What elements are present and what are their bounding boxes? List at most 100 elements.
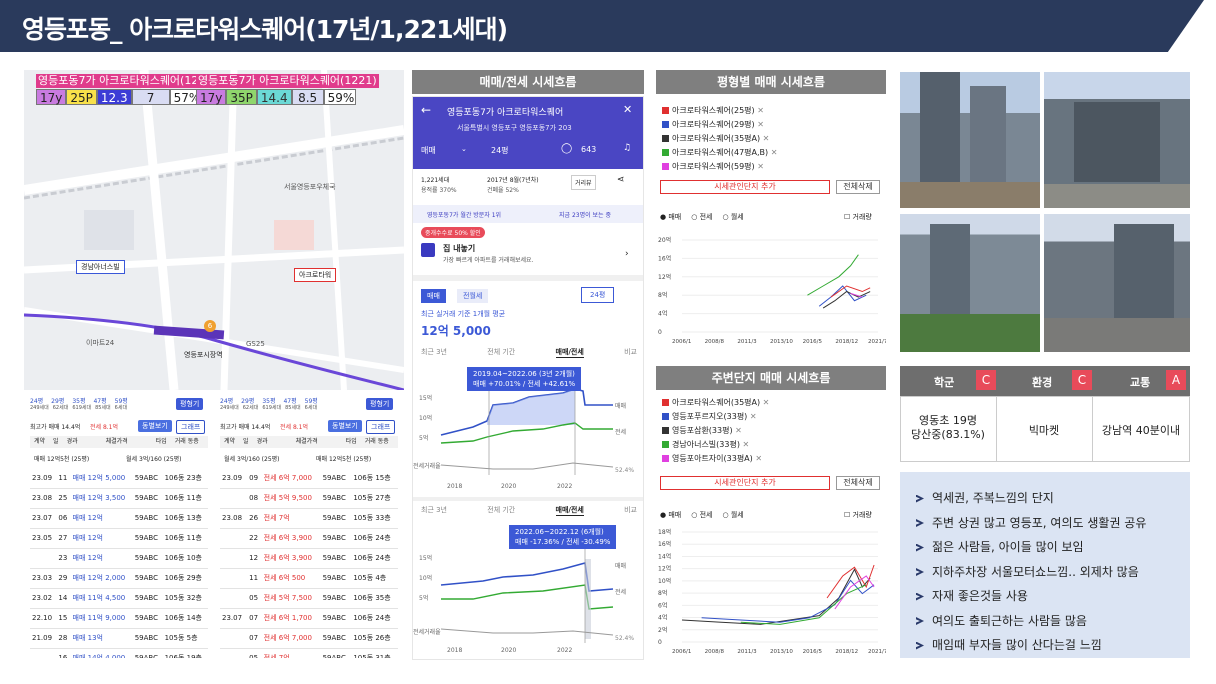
trade-table-left: 24평 29평 35평 47평 59평 249세대 62세대 619세대 85세대 6세대 평형… [30, 396, 208, 658]
table-row[interactable]: 05 전세 7억 59ABC 105동 31층 [220, 648, 398, 658]
table-row[interactable]: 08 전세 5억 9,500 59ABC 105동 27층 [220, 488, 398, 509]
table-row[interactable]: 23.09 09 전세 6억 7,000 59ABC 106동 15층 [220, 468, 398, 489]
remove-icon[interactable]: ✕ [754, 162, 764, 171]
table-row[interactable]: 23.05 27 매매 12억 59ABC 106동 11층 [30, 528, 208, 549]
legend-item[interactable]: 영등포푸르지오(33평) ✕ [662, 410, 769, 424]
by-dong-chip-right[interactable]: 동별보기 [328, 420, 362, 432]
table-row[interactable]: 22 전세 6억 3,900 59ABC 106동 24층 [220, 528, 398, 549]
app-panel: ← 영등포동7가 아크로타워스퀘어 ✕ 서울특별시 영등포구 영등포동7가 20… [412, 96, 644, 660]
map-view[interactable]: 경남아너스빌 아크로타워 영등포시장역 이마트24 GS25 서울영등포우체국 … [24, 70, 404, 390]
y-tick-label: 2억 [658, 626, 667, 634]
table-row[interactable]: 23.07 07 전세 6억 1,700 59ABC 106동 24층 [220, 608, 398, 629]
bullet-arrow-icon [916, 641, 924, 650]
legend-swatch [662, 121, 669, 128]
remove-icon[interactable]: ✕ [752, 454, 763, 463]
x-tick-label: 2013/10 [770, 649, 793, 655]
comment-icon[interactable]: ◯ [561, 143, 573, 154]
by-dong-chip[interactable]: 동별보기 [138, 420, 172, 432]
legend-item[interactable]: 아크로타워스퀘어(25평) ✕ [662, 104, 777, 118]
series-line [818, 285, 867, 307]
size-tabs-left[interactable]: 24평 29평 35평 47평 59평 [30, 398, 128, 405]
x-tick-label: 2018/12 [835, 339, 858, 345]
legend-item[interactable]: 아크로타워스퀘어(35평A) ✕ [662, 396, 769, 410]
table-row[interactable]: 21.09 28 매매 13억 59ABC 105동 5층 [30, 628, 208, 649]
x-tick-label: 2016/5 [803, 339, 823, 345]
map-label-right: 영등포동7가 아크로타워스퀘어(1221) [196, 74, 379, 88]
legend-item[interactable]: 아크로타워스퀘어(29평) ✕ [662, 118, 777, 132]
legend-item[interactable]: 경남아너스빌(33평) ✕ [662, 438, 769, 452]
table-row[interactable]: 23.03 29 매매 12억 2,000 59ABC 106동 29층 [30, 568, 208, 589]
graph-chip[interactable]: 그래프 [176, 420, 206, 434]
remove-icon[interactable]: ✕ [754, 120, 764, 129]
volume-checkbox[interactable]: ☐ 거래량 [844, 213, 872, 221]
clear-all-button[interactable]: 전체삭제 [836, 180, 880, 194]
graph-chip-right[interactable]: 그래프 [366, 420, 396, 434]
chevron-down-icon: ⌄ [461, 145, 467, 153]
table-row[interactable]: 23 매매 12억 59ABC 106동 10층 [30, 548, 208, 569]
legend-item[interactable]: 아크로타워스퀘어(47평A,B) ✕ [662, 146, 777, 160]
table-row[interactable]: 23.08 26 전세 7억 59ABC 105동 33층 [220, 508, 398, 529]
remove-icon[interactable]: ✕ [739, 440, 750, 449]
trend-chart-1 [440, 375, 614, 475]
map-pin-icon[interactable]: 6 [204, 320, 216, 332]
volume-checkbox-2[interactable]: ☐ 거래량 [844, 511, 872, 519]
y-tick-label: 16억 [658, 540, 671, 548]
pill-rent[interactable]: 전월세 [457, 289, 489, 303]
back-icon[interactable]: ← [421, 103, 432, 117]
filter-button-right[interactable]: 평형기 [366, 398, 394, 410]
legend-item[interactable]: 영등포삼환(33평) ✕ [662, 424, 769, 438]
bullet-arrow-icon [916, 592, 924, 601]
x-tick-label: 2008/8 [705, 339, 725, 345]
tooltip-1: 2019.04~2022.06 (3년 2개월) 매매 +70.01% / 전세 … [467, 367, 582, 391]
table-row[interactable]: 05 전세 5억 7,500 59ABC 106동 35층 [220, 588, 398, 609]
size-dropdown[interactable]: 24평 [491, 146, 509, 155]
table-row[interactable]: 23.09 11 매매 12억 5,000 59ABC 106동 23층 [30, 468, 208, 489]
chart-tabs-2[interactable]: 최근 3년 전체 기간 매매/전세 비교 [421, 506, 637, 516]
chevron-right-icon[interactable]: › [625, 249, 629, 259]
table-row[interactable]: 12 전세 6억 3,900 59ABC 106동 24층 [220, 548, 398, 569]
share-icon[interactable]: ⋖ [617, 175, 625, 185]
remove-icon[interactable]: ✕ [768, 148, 778, 157]
bullet-arrow-icon [916, 617, 924, 625]
size-tabs-right[interactable]: 24평 29평 35평 47평 59평 [220, 398, 318, 405]
map-tag-acro[interactable]: 아크로타워 [294, 268, 337, 282]
table-row[interactable]: 23.02 14 매매 11억 4,500 59ABC 105동 32층 [30, 588, 208, 609]
street-view-button[interactable]: 거리뷰 [571, 175, 596, 190]
legend-item[interactable]: 아크로타워스퀘어(35평A) ✕ [662, 132, 777, 146]
remove-icon[interactable]: ✕ [747, 412, 757, 421]
map-poi-2: GS25 [246, 340, 265, 348]
y-tick-label: 18억 [658, 528, 671, 536]
trade-dropdown[interactable]: 매매 [421, 146, 436, 155]
table-row[interactable]: 23.07 06 매매 12억 59ABC 106동 13층 [30, 508, 208, 529]
legend-item[interactable]: 아크로타워스퀘어(59평) ✕ [662, 160, 777, 174]
remove-icon[interactable]: ✕ [760, 398, 770, 407]
radio-group[interactable]: ● 매매 ○ 전세 ○ 월세 [660, 213, 744, 221]
chart-tabs-1[interactable]: 최근 3년 전체 기간 매매/전세 비교 [421, 348, 637, 358]
visitors-link[interactable]: 지금 23명이 보는 중 [559, 212, 611, 219]
pill-trade[interactable]: 매매 [421, 289, 446, 303]
add-complex-button[interactable]: 시세관인단지 추가 [660, 180, 830, 194]
filter-button-left[interactable]: 평형기 [176, 398, 204, 410]
table-row[interactable]: 22.10 15 매매 11억 9,000 59ABC 106동 14층 [30, 608, 208, 629]
note-item: 주변 상권 많고 영등포, 여의도 생활권 공유 [916, 511, 1190, 536]
table-row[interactable]: 23.08 25 매매 12억 3,500 59ABC 106동 11층 [30, 488, 208, 509]
ratings-table: 학군 C 환경 C 교통 A 영동초 19명 당산중(83.1%) 빅마켓 강남… [900, 366, 1190, 462]
size-select[interactable]: 24평 [581, 287, 615, 303]
remove-icon[interactable]: ✕ [732, 426, 742, 435]
map-tag-gyeongnam[interactable]: 경남아너스빌 [76, 260, 125, 274]
bell-icon[interactable]: ♫ [623, 143, 632, 153]
radio-group-2[interactable]: ● 매매 ○ 전세 ○ 월세 [660, 511, 744, 519]
table-row[interactable]: 16 매매 14억 4,000 59ABC 106동 19층 [30, 648, 208, 658]
close-icon[interactable]: ✕ [623, 103, 633, 116]
remove-icon[interactable]: ✕ [760, 134, 770, 143]
nearby-trend-header: 주변단지 매매 시세흐름 [656, 366, 886, 390]
series-line [830, 285, 871, 298]
nearby-trend-panel: 아크로타워스퀘어(35평A) ✕ 영등포푸르지오(33평) ✕ 영등포삼환(33평)… [656, 390, 886, 658]
legend-item[interactable]: 영등포아트자이(33평A) ✕ [662, 452, 769, 466]
add-complex-button-2[interactable]: 시세관인단지 추가 [660, 476, 830, 490]
legend-swatch [662, 399, 669, 406]
clear-all-button-2[interactable]: 전체삭제 [836, 476, 880, 490]
table-row[interactable]: 11 전세 6억 500 59ABC 105동 4층 [220, 568, 398, 589]
remove-icon[interactable]: ✕ [754, 106, 764, 115]
table-row[interactable]: 07 전세 6억 7,000 59ABC 105동 26층 [220, 628, 398, 649]
